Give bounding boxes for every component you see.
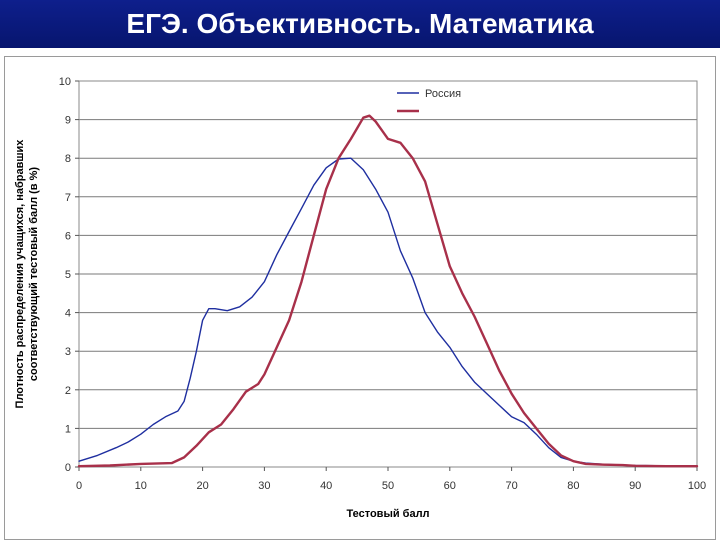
chart-frame: 0 1 2 3 4 5 6 7 8 9 10 0 10 20 30 40 50 60 70 80 90 100 Росси… (4, 56, 716, 540)
legend-label-1: Россия (425, 88, 461, 100)
y-tick-label-10: 10 (59, 76, 71, 88)
y-tick-label-5: 5 (65, 269, 71, 281)
series-line-2 (77, 114, 699, 468)
y-tick-label-2: 2 (65, 385, 71, 397)
x-tick-label-70: 70 (505, 480, 517, 492)
x-tick-label-80: 80 (567, 480, 579, 492)
grid-lines (79, 80, 697, 429)
y-tick-label-4: 4 (65, 308, 71, 320)
y-tick-label-7: 7 (65, 192, 71, 204)
slide-title: ЕГЭ. Объективность. Математика (0, 0, 720, 48)
y-tick-label-9: 9 (65, 115, 71, 127)
series-lines (77, 114, 699, 468)
x-tick-label-20: 20 (196, 480, 208, 492)
x-tick-label-100: 100 (688, 480, 706, 492)
x-tick-label-0: 0 (76, 480, 82, 492)
y-tick-label-0: 0 (65, 462, 71, 474)
x-tick-label-60: 60 (444, 480, 456, 492)
y-axis-label-line-2: соответствующий тестовый балл (в %) (28, 167, 40, 381)
series-line-1 (78, 157, 698, 467)
axes (75, 80, 698, 471)
y-tick-label-3: 3 (65, 346, 71, 358)
y-tick-label-6: 6 (65, 230, 71, 242)
x-tick-label-10: 10 (135, 480, 147, 492)
x-tick-label-50: 50 (382, 480, 394, 492)
y-tick-label-8: 8 (65, 153, 71, 165)
x-tick-label-90: 90 (629, 480, 641, 492)
y-tick-label-1: 1 (65, 423, 71, 435)
legend: Россия (397, 88, 461, 113)
axis-labels: Тестовый балл Плотность распределения уча… (14, 139, 430, 520)
x-tick-label-30: 30 (258, 480, 270, 492)
x-axis-label: Тестовый балл (346, 508, 429, 520)
x-tick-label-40: 40 (320, 480, 332, 492)
y-axis-label-line-1: Плотность распределения учащихся, набрав… (14, 139, 26, 409)
